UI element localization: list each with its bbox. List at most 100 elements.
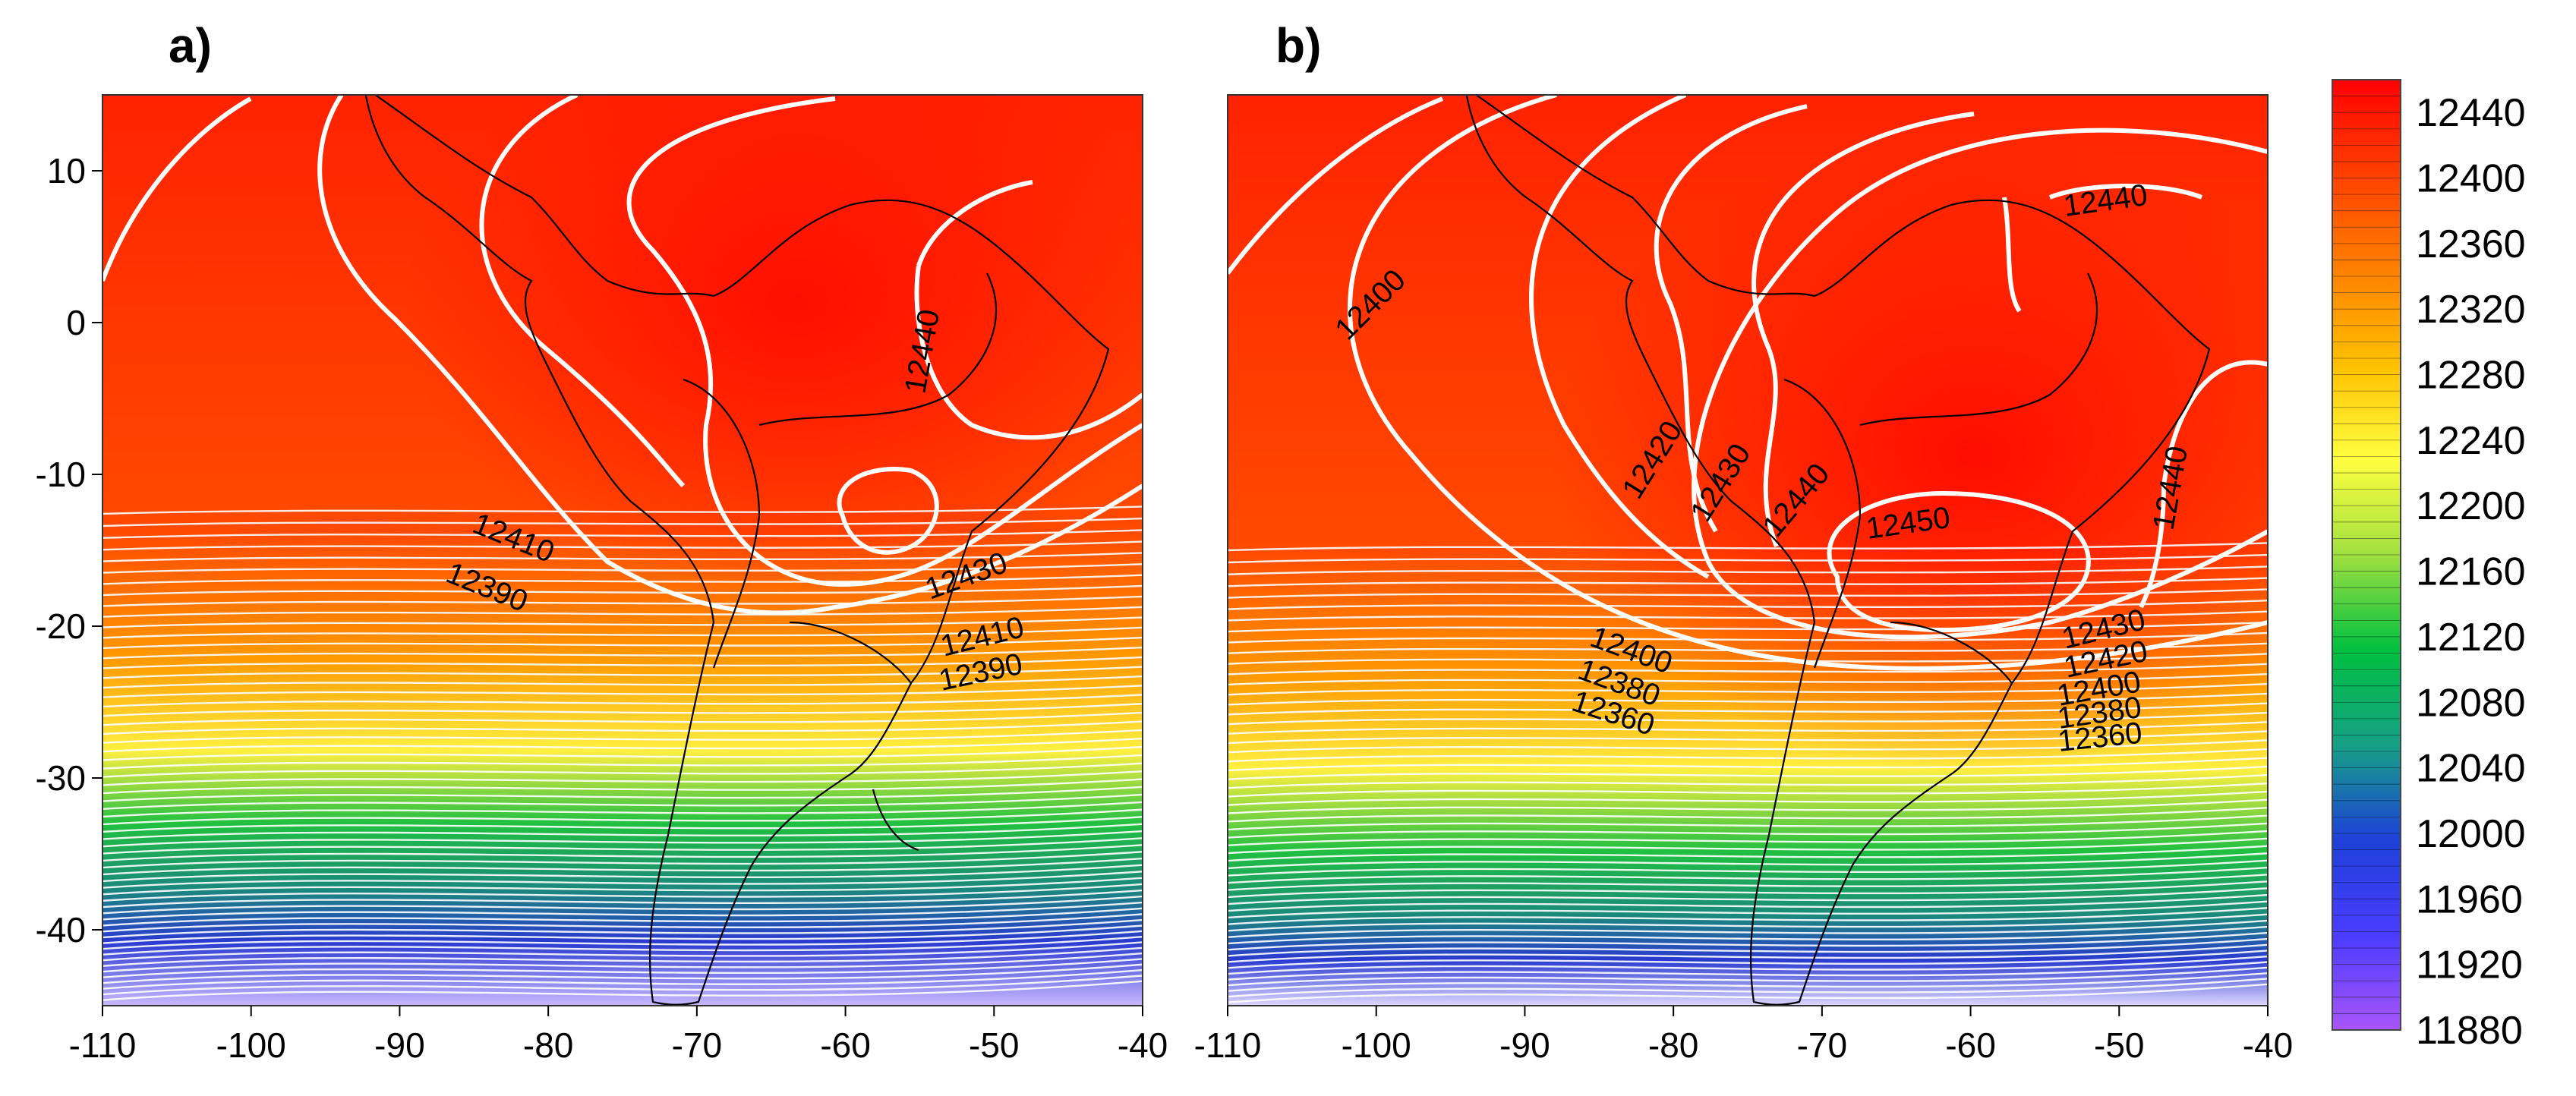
x-tick-label: -100 — [1342, 1025, 1411, 1065]
contour-band — [1228, 925, 2268, 945]
contour-band — [1228, 931, 2268, 951]
contour-band — [102, 924, 1143, 944]
y-tick-label: -20 — [36, 606, 86, 646]
contour-band — [102, 844, 1143, 862]
contour-band — [1228, 663, 2268, 676]
contour-line — [317, 95, 1143, 616]
x-tick-label: -60 — [1945, 1025, 1995, 1065]
x-tick-label: -70 — [672, 1025, 722, 1065]
contour-band — [102, 952, 1143, 973]
contour-band — [102, 901, 1143, 921]
y-tick-label: 10 — [47, 151, 86, 191]
contour-band — [1228, 955, 2268, 975]
contour-band — [102, 656, 1143, 669]
colorbar-label: 12320 — [2416, 288, 2526, 332]
contour-band — [102, 837, 1143, 855]
colorbar-label: 12360 — [2416, 222, 2526, 266]
contour-band — [1228, 913, 2268, 932]
contour-band — [102, 762, 1143, 778]
contour-band — [1228, 588, 2268, 599]
contour-band — [102, 517, 1143, 528]
contour-band — [102, 646, 1143, 660]
contour-band — [102, 626, 1143, 639]
contour-line — [1751, 112, 1975, 548]
colorbar-label: 12080 — [2416, 681, 2526, 725]
contour-band — [102, 851, 1143, 869]
contour-band — [1228, 577, 2268, 587]
colorbar-label: 12280 — [2416, 354, 2526, 398]
contour-line — [1529, 95, 1710, 579]
contour-band — [1228, 610, 2268, 622]
x-tick-label: -110 — [69, 1025, 137, 1065]
x-tick-label: -40 — [2243, 1025, 2293, 1065]
contour-band — [102, 935, 1143, 956]
contour-band — [1228, 887, 2268, 905]
colorbar-label: 12240 — [2416, 419, 2526, 463]
panel-a-field: 12440 12410 12390 12430 12410 12390 — [102, 95, 1143, 1006]
contour-band — [1228, 837, 2268, 855]
panel-b-high-center — [1549, 137, 2268, 774]
panel-b-coastline — [1465, 95, 2211, 1006]
contour-band — [1228, 900, 2268, 919]
contour-band — [102, 895, 1143, 915]
contour-band — [102, 958, 1143, 978]
colorbar: 12440 12400 12360 12320 12280 12240 12200 12160… — [2332, 79, 2526, 1053]
colorbar-frame — [2332, 79, 2401, 1031]
x-tick-label: -80 — [523, 1025, 573, 1065]
contour-band — [102, 871, 1143, 889]
contour-band — [1228, 599, 2268, 610]
y-tick-label: 0 — [66, 303, 86, 342]
contour-band — [102, 793, 1143, 811]
contour-line — [2048, 184, 2203, 200]
contour-band — [1228, 866, 2268, 884]
x-tick-label: -60 — [820, 1025, 870, 1065]
contour-band — [102, 720, 1143, 735]
contour-band — [102, 980, 1143, 1001]
contour-band — [1228, 943, 2268, 963]
contour-band — [102, 946, 1143, 967]
contour-band — [1228, 950, 2268, 969]
contour-band — [102, 778, 1143, 795]
contour-band — [102, 595, 1143, 607]
contour-band — [102, 830, 1143, 848]
contour-line — [914, 265, 1143, 440]
contour-band — [1228, 919, 2268, 938]
contour-band — [1228, 966, 2268, 987]
panel-b-contour-bands — [1228, 542, 2268, 1003]
contour-band — [102, 685, 1143, 698]
contour-band — [102, 816, 1143, 833]
contour-band — [1228, 721, 2268, 735]
panel-b-field: 12440 12400 12420 12430 12440 12450 1244… — [1228, 95, 2268, 1006]
coastline-path — [364, 95, 1110, 1006]
border-path — [1859, 272, 2098, 427]
contour-band — [102, 857, 1143, 876]
x-tick-label: -90 — [1499, 1025, 1550, 1065]
contour-band — [102, 711, 1143, 726]
colorbar-label: 12040 — [2416, 747, 2526, 791]
colorbar-gradient — [2332, 80, 2401, 1030]
x-tick-label: -80 — [1648, 1025, 1698, 1065]
x-tick-label: -110 — [1194, 1025, 1262, 1065]
contour-band — [1228, 893, 2268, 912]
contour-band — [102, 745, 1143, 761]
border-path — [872, 789, 919, 852]
border-path — [1783, 378, 1862, 669]
contour-line — [1827, 490, 2091, 633]
contour-band — [1228, 642, 2268, 654]
border-path — [758, 272, 998, 427]
contour-band — [1228, 845, 2268, 862]
border-path — [1890, 621, 2013, 684]
contour-band — [102, 786, 1143, 802]
contour-band — [1228, 682, 2268, 696]
colorbar-label: 12400 — [2416, 157, 2526, 201]
contour-band — [102, 889, 1143, 909]
contour-band — [1228, 852, 2268, 870]
contour-band — [102, 729, 1143, 744]
contour-band — [102, 505, 1143, 515]
contour-band — [102, 930, 1143, 950]
panel-a-coastline — [364, 95, 1110, 1006]
contour-band — [102, 968, 1143, 990]
contour-band — [102, 883, 1143, 902]
contour-band — [1228, 907, 2268, 925]
panel-a-label: a) — [169, 18, 212, 73]
